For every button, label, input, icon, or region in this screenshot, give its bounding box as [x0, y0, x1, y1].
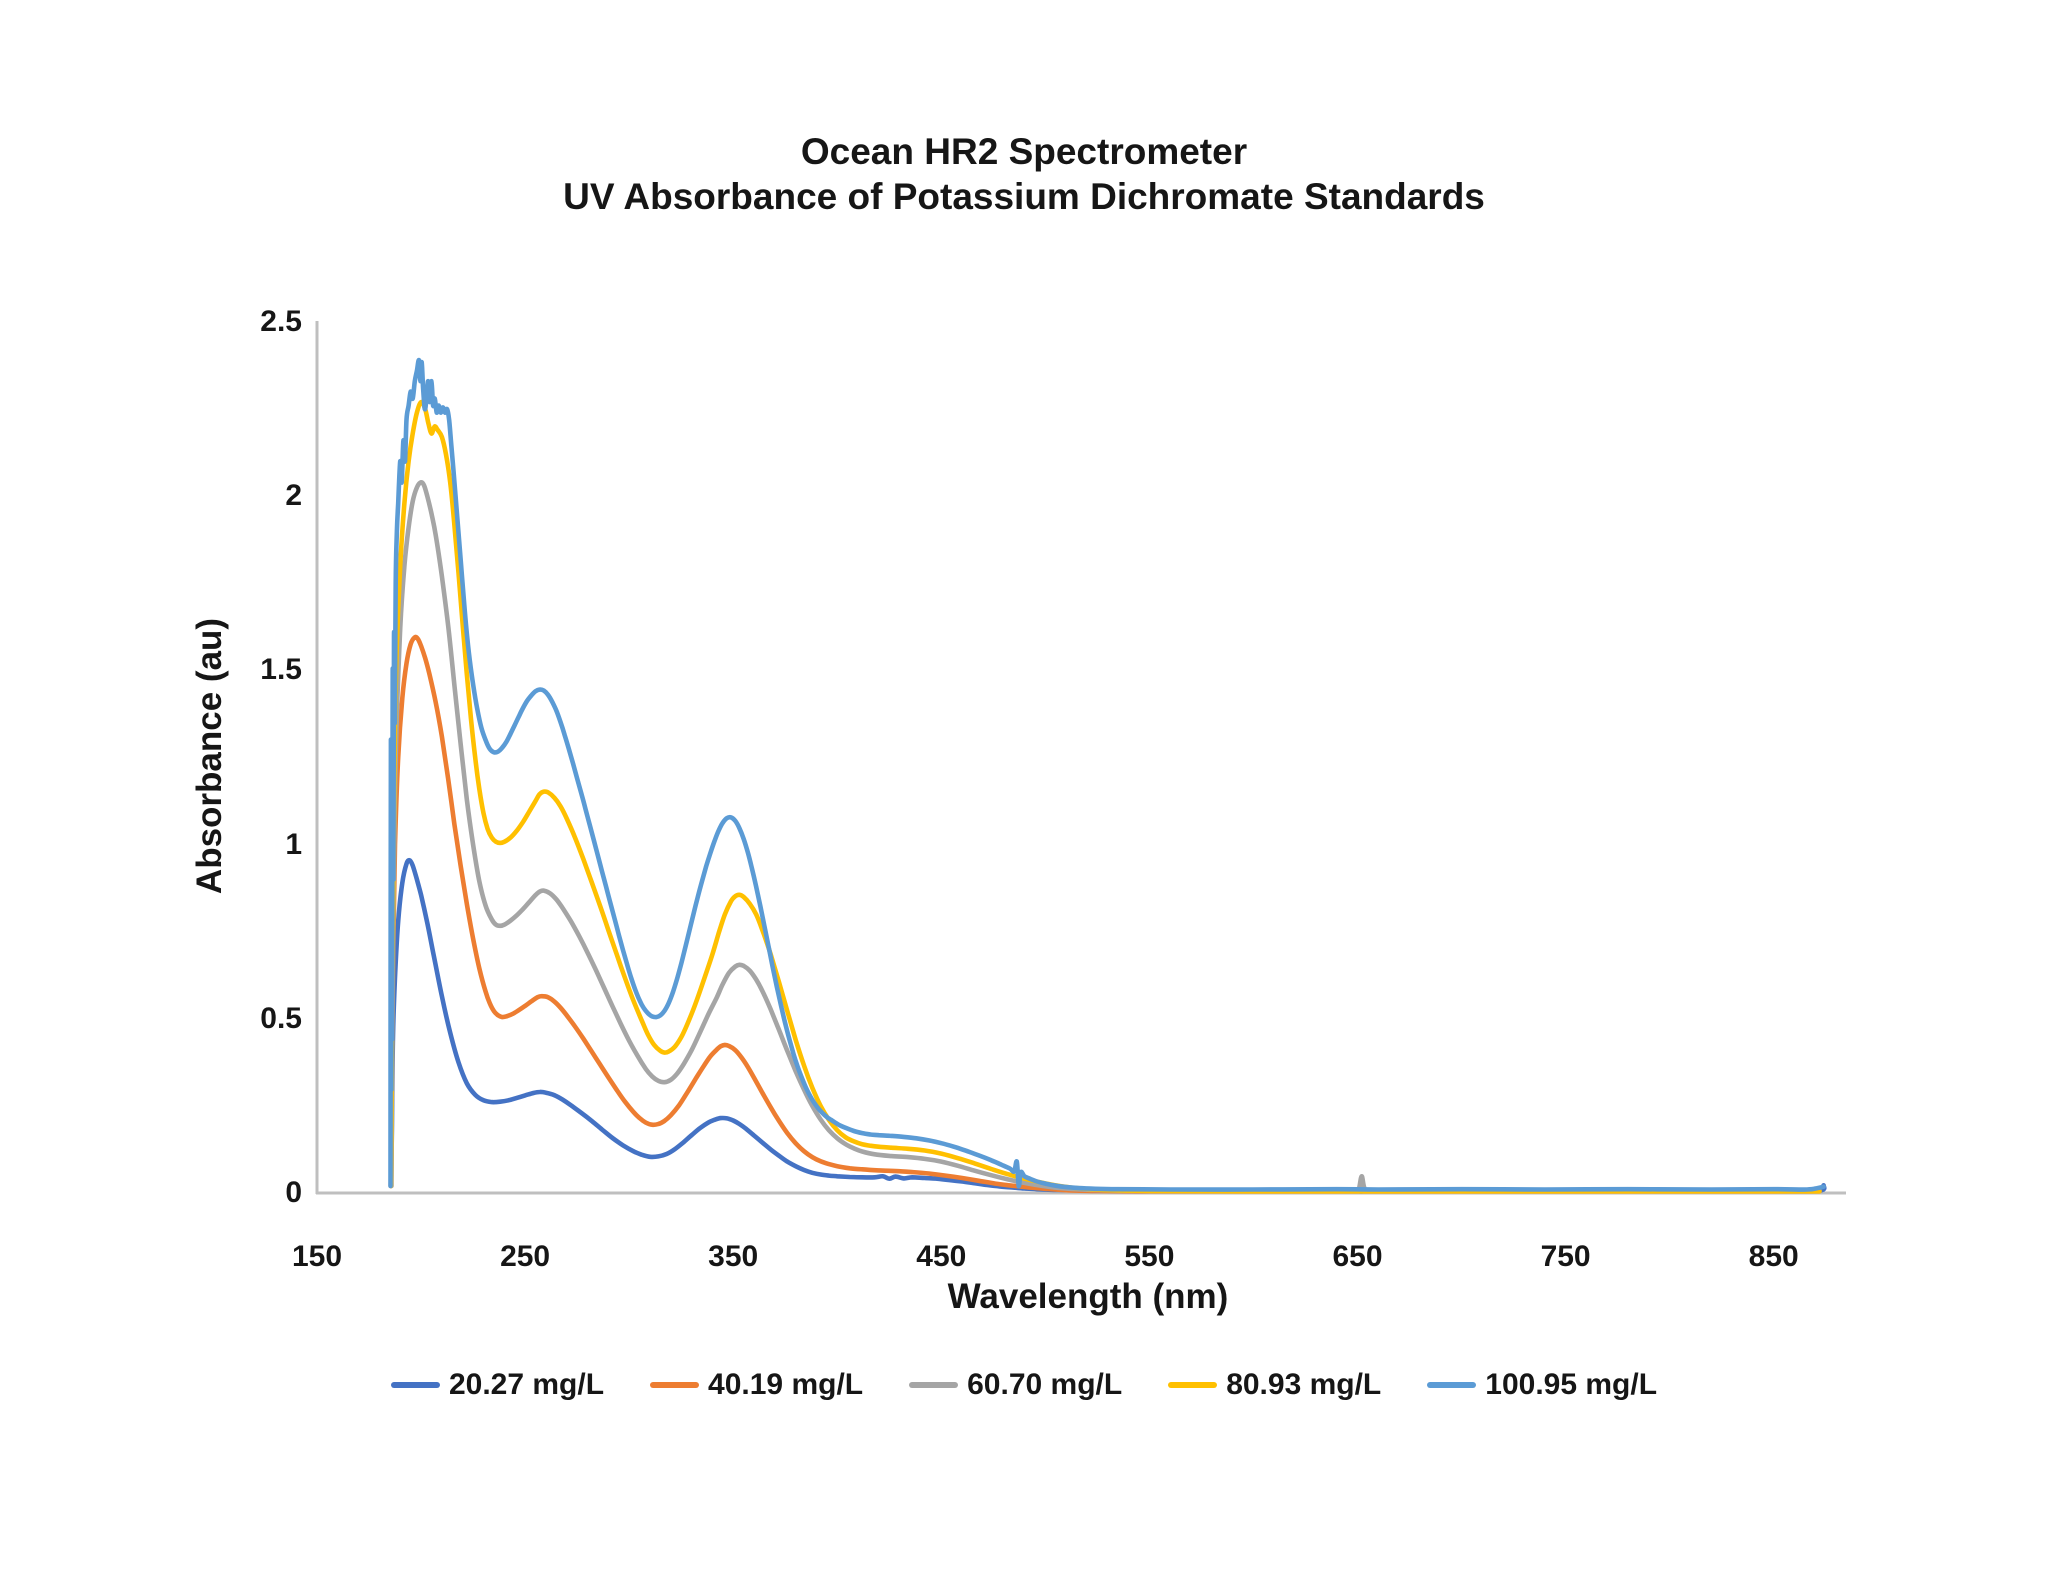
- legend-label: 20.27 mg/L: [448, 1368, 605, 1401]
- y-tick-label-0: 0: [285, 1176, 302, 1209]
- x-tick-label-250: 250: [500, 1240, 551, 1273]
- x-tick-label-450: 450: [916, 1240, 967, 1273]
- legend-item-3: 80.93 mg/L: [1168, 1368, 1381, 1402]
- legend-swatch-icon: [390, 1382, 440, 1388]
- x-tick-label-750: 750: [1540, 1240, 1591, 1273]
- series-line-80.93: [388, 399, 1822, 1194]
- legend-swatch-icon: [650, 1382, 700, 1388]
- y-tick-label-0.5: 0.5: [260, 1001, 302, 1035]
- legend-label: 80.93 mg/L: [1226, 1368, 1382, 1401]
- x-axis-title: Wavelength (nm): [947, 1277, 1229, 1316]
- series-line-40.19: [388, 634, 1822, 1194]
- legend-swatch-icon: [1168, 1382, 1218, 1388]
- x-tick-label-550: 550: [1124, 1240, 1175, 1273]
- legend-item-2: 60.70 mg/L: [909, 1368, 1122, 1402]
- y-tick-label-2: 2: [285, 479, 302, 513]
- legend-label: 100.95 mg/L: [1485, 1368, 1658, 1401]
- y-tick-label-2.5: 2.5: [260, 305, 302, 338]
- x-tick-label-350: 350: [708, 1240, 759, 1273]
- legend: 20.27 mg/L 40.19 mg/L 60.70 mg/L 80.93 mg/L…: [0, 1368, 2048, 1402]
- y-tick-label-1.5: 1.5: [260, 653, 302, 687]
- series-line-60.70: [389, 479, 1822, 1194]
- x-tick-label-150: 150: [291, 1240, 343, 1273]
- chart-title: Ocean HR2 Spectrometer UV Absorbance of …: [0, 129, 2048, 219]
- x-tick-label-650: 650: [1332, 1240, 1383, 1273]
- x-tick-label-850: 850: [1748, 1240, 1799, 1273]
- chart-title-line2: UV Absorbance of Potassium Dichromate St…: [563, 176, 1485, 217]
- series-line-100.95: [388, 357, 1826, 1192]
- legend-label: 60.70 mg/L: [967, 1368, 1123, 1401]
- legend-item-4: 100.95 mg/L: [1427, 1368, 1657, 1402]
- legend-swatch-icon: [1427, 1382, 1477, 1388]
- legend-swatch-icon: [909, 1382, 959, 1388]
- y-tick-label-1: 1: [285, 827, 302, 861]
- legend-item-0: 20.27 mg/L: [390, 1368, 605, 1402]
- chart-title-line1: Ocean HR2 Spectrometer: [800, 131, 1248, 172]
- series-line-20.27: [388, 857, 1827, 1194]
- legend-label: 40.19 mg/L: [708, 1368, 864, 1401]
- legend-item-1: 40.19 mg/L: [650, 1368, 863, 1402]
